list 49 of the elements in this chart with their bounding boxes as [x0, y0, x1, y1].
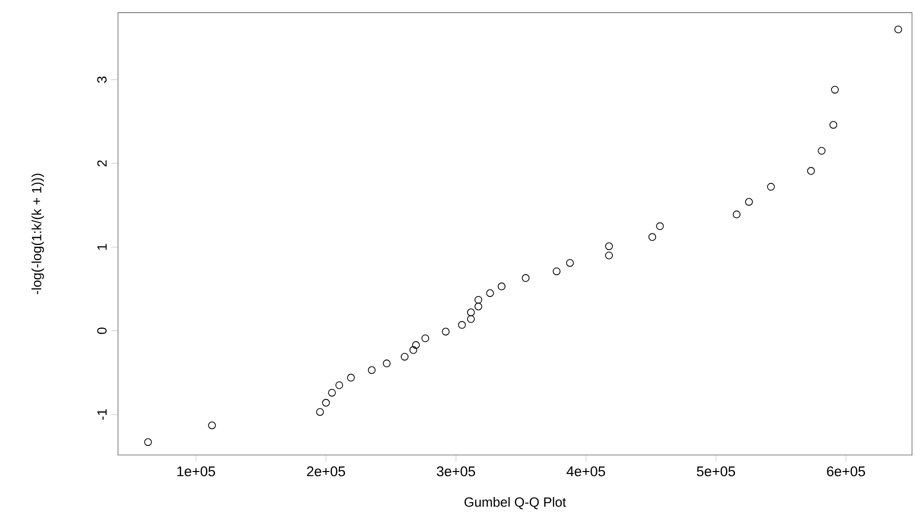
point: [474, 302, 482, 310]
point: [807, 167, 815, 175]
point: [400, 352, 409, 361]
point: [818, 146, 826, 155]
x-tick-label: 6e+05: [827, 466, 866, 476]
y-tick-label: 0: [97, 328, 107, 334]
point: [316, 408, 324, 416]
point: [831, 86, 839, 94]
point: [335, 381, 344, 390]
point: [322, 398, 330, 407]
x-tick-label: 4e+05: [566, 466, 606, 476]
point: [552, 267, 560, 276]
y-tick-label: 3: [97, 76, 107, 83]
point: [605, 242, 613, 250]
point: [412, 341, 420, 349]
y-tick-label: -1: [97, 409, 107, 420]
point: [745, 198, 753, 206]
point: [467, 315, 475, 323]
x-tick-label: 5e+05: [696, 466, 736, 476]
point: [829, 120, 838, 129]
point: [442, 328, 450, 336]
point: [368, 366, 376, 374]
point: [486, 289, 494, 297]
point: [421, 334, 430, 342]
point: [382, 360, 391, 368]
point: [566, 259, 574, 267]
point: [732, 210, 741, 218]
point: [144, 438, 152, 446]
point: [458, 321, 466, 329]
point: [208, 422, 216, 430]
point: [498, 282, 506, 290]
point: [894, 26, 902, 34]
point: [767, 182, 775, 191]
point: [648, 233, 656, 241]
y-tick-label: 1: [97, 244, 107, 250]
point: [605, 252, 613, 260]
point: [328, 388, 336, 397]
point: [656, 222, 664, 230]
y-axis-title: -log(-log(1:k/(k + 1))): [32, 174, 44, 294]
point: [347, 374, 355, 382]
point: [474, 296, 482, 304]
y-tick-label: 2: [97, 160, 107, 166]
point: [522, 274, 530, 282]
x-axis-title: Gumbel Q-Q Plot: [464, 497, 566, 510]
x-tick-label: 3e+05: [436, 466, 476, 476]
x-tick-label: 2e+05: [307, 466, 346, 476]
point: [467, 308, 475, 316]
point: [409, 346, 418, 354]
x-tick-label: 1e+05: [177, 466, 216, 476]
